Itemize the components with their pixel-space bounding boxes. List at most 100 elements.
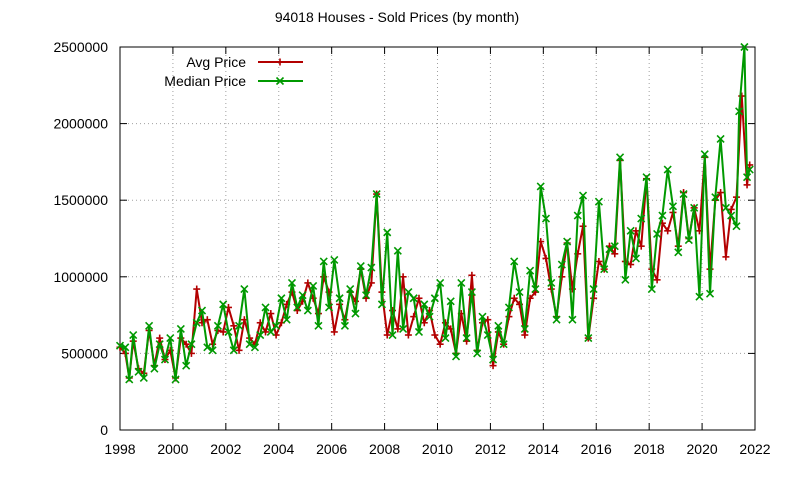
data-point xyxy=(298,291,307,300)
data-point xyxy=(383,228,392,237)
cross-marker-b xyxy=(319,257,328,266)
data-point xyxy=(647,284,656,294)
legend-swatch-marker xyxy=(275,76,285,86)
data-point xyxy=(340,321,349,330)
data-point xyxy=(121,343,130,352)
data-point xyxy=(356,262,365,271)
x-tick-label: 1998 xyxy=(104,441,135,457)
data-point xyxy=(631,254,641,263)
data-point xyxy=(722,253,730,261)
cross-marker-b xyxy=(139,373,148,382)
cross-marker-b xyxy=(488,355,498,364)
cross-marker-b xyxy=(515,288,524,297)
data-point xyxy=(335,294,344,303)
data-point xyxy=(679,190,688,199)
cross-marker-b xyxy=(309,281,318,291)
data-point xyxy=(743,181,751,189)
data-point xyxy=(208,346,217,355)
cross-marker-b xyxy=(430,294,439,303)
data-point xyxy=(520,324,529,333)
cross-marker-b xyxy=(330,255,339,265)
data-point xyxy=(351,309,360,318)
cross-marker-b xyxy=(520,324,529,333)
cross-marker-b xyxy=(536,182,545,191)
x-tick-label: 2012 xyxy=(475,441,506,457)
data-point xyxy=(425,312,434,321)
cross-marker-b xyxy=(679,190,688,199)
cross-marker-b xyxy=(335,294,344,303)
data-point xyxy=(526,266,535,275)
cross-marker-b xyxy=(414,327,424,337)
data-point xyxy=(716,134,725,143)
cross-marker-b xyxy=(647,284,656,294)
data-point xyxy=(468,271,476,279)
data-point xyxy=(383,331,391,339)
cross-marker-b xyxy=(610,242,619,251)
data-point xyxy=(388,330,397,340)
data-point xyxy=(219,328,227,336)
data-point xyxy=(668,202,678,211)
cross-marker-b xyxy=(557,260,566,269)
cross-marker-b xyxy=(700,150,709,159)
data-point xyxy=(234,321,244,330)
cross-marker-b xyxy=(457,278,466,287)
data-point xyxy=(727,211,736,220)
data-point xyxy=(399,324,408,333)
cross-marker-b xyxy=(615,153,625,162)
data-point xyxy=(309,281,318,291)
y-tick-label: 1000000 xyxy=(53,269,108,285)
cross-marker-b xyxy=(467,288,476,297)
cross-marker-b xyxy=(203,343,212,352)
cross-marker-b xyxy=(182,361,191,370)
data-point xyxy=(632,227,640,235)
data-point xyxy=(621,275,630,284)
cross-marker-b xyxy=(240,284,249,294)
cross-marker-b xyxy=(504,303,514,312)
cross-marker-b xyxy=(145,321,154,330)
cross-marker-b xyxy=(552,315,561,324)
legend-label: Avg Price xyxy=(186,54,246,70)
data-point xyxy=(457,278,466,287)
data-point xyxy=(489,362,497,370)
series-median-price xyxy=(115,42,754,384)
cross-marker-b xyxy=(134,367,143,376)
cross-marker-b xyxy=(129,330,138,340)
grid xyxy=(120,47,755,430)
data-point xyxy=(272,321,281,330)
cross-marker-b xyxy=(605,245,614,254)
cross-marker-b xyxy=(727,211,736,220)
data-point xyxy=(193,285,201,293)
cross-marker-b xyxy=(674,248,683,257)
data-point xyxy=(367,263,376,272)
x-tick-label: 2008 xyxy=(369,441,400,457)
cross-marker-b xyxy=(293,303,302,312)
chart-title: 94018 Houses - Sold Prices (by month) xyxy=(275,9,519,25)
cross-marker-b xyxy=(494,321,503,330)
data-point xyxy=(735,107,744,116)
data-point xyxy=(663,165,672,174)
cross-marker-b xyxy=(314,321,323,330)
cross-marker-b xyxy=(166,334,175,343)
data-point xyxy=(615,153,625,162)
data-point xyxy=(499,340,508,349)
axes: 1998 2000 2002 2004 2006 2008 2010 2012 2014 2016… xyxy=(53,39,770,457)
data-point xyxy=(431,331,439,339)
cross-marker-b xyxy=(735,107,744,116)
data-point xyxy=(504,303,514,312)
data-point xyxy=(420,300,429,309)
cross-marker-b xyxy=(578,191,588,200)
data-point xyxy=(156,334,164,342)
data-point xyxy=(451,352,461,361)
data-point xyxy=(595,257,603,265)
cross-marker-b xyxy=(531,284,540,294)
cross-marker-b xyxy=(668,202,678,211)
cross-marker-b xyxy=(653,229,662,238)
data-point xyxy=(145,321,154,330)
data-point xyxy=(250,343,260,352)
data-point xyxy=(171,375,180,384)
cross-marker-b xyxy=(404,288,413,297)
cross-marker-b xyxy=(303,306,312,315)
data-point xyxy=(409,294,418,303)
data-point xyxy=(627,261,635,269)
